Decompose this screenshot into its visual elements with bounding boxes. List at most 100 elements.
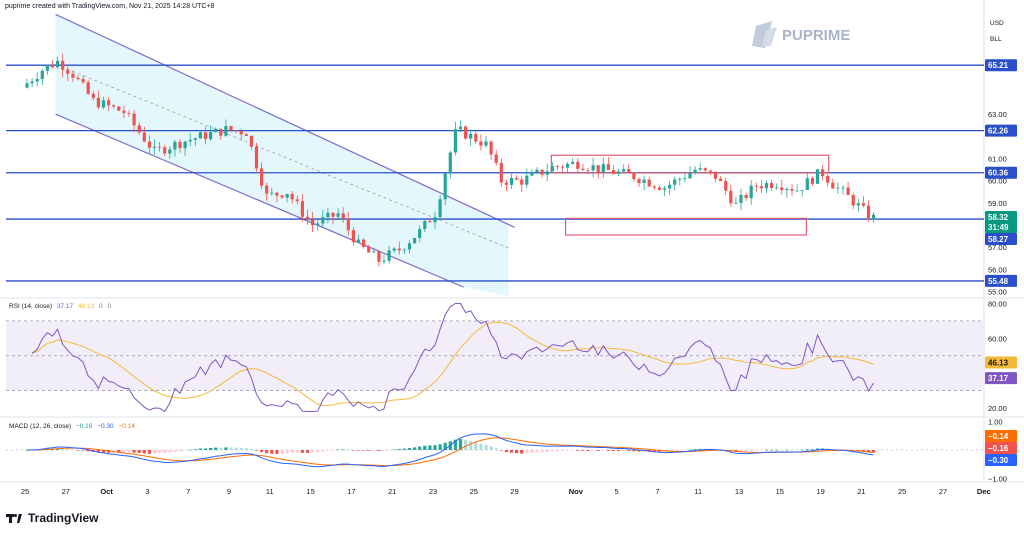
macd-histogram-bar[interactable] [805,449,809,450]
time-axis-tick[interactable]: 9 [227,487,231,496]
candle-body[interactable] [402,249,406,251]
candle-body[interactable] [66,69,70,74]
macd-histogram-bar[interactable] [188,449,192,451]
candle-body[interactable] [214,128,218,133]
macd-histogram-bar[interactable] [790,449,794,451]
macd-histogram-bar[interactable] [530,450,534,453]
price-axis-tick[interactable]: 55.00 [988,288,1007,297]
candle-body[interactable] [433,217,437,223]
macd-histogram-bar[interactable] [101,450,106,453]
macd-histogram-bar[interactable] [86,450,90,452]
candle-body[interactable] [637,179,641,184]
macd-histogram-bar[interactable] [560,450,565,452]
time-axis-tick[interactable]: 25 [470,487,478,496]
candle-body[interactable] [759,186,763,189]
macd-histogram-bar[interactable] [377,450,381,451]
candle-body[interactable] [260,168,264,186]
macd-histogram-bar[interactable] [555,450,559,452]
macd-histogram-bar[interactable] [382,450,386,451]
macd-histogram-bar[interactable] [224,447,228,450]
macd-histogram-bar[interactable] [866,450,871,453]
rsi-axis-tick[interactable]: 80.00 [988,299,1007,308]
macd-histogram-bar[interactable] [290,450,294,454]
candle-body[interactable] [254,146,259,169]
candle-body[interactable] [356,239,361,243]
macd-histogram-bar[interactable] [423,445,427,450]
candle-body[interactable] [815,169,820,184]
candle-body[interactable] [846,187,850,195]
candle-body[interactable] [504,182,508,185]
candle-body[interactable] [35,78,39,82]
candle-body[interactable] [861,203,865,206]
candle-body[interactable] [499,162,503,183]
macd-histogram-bar[interactable] [260,450,264,453]
candle-body[interactable] [708,170,712,172]
candle-body[interactable] [249,135,253,147]
candle-body[interactable] [489,141,493,155]
candle-body[interactable] [458,126,463,130]
macd-axis-tick[interactable]: −1.00 [988,475,1007,484]
candle-body[interactable] [142,132,146,142]
candle-body[interactable] [780,187,784,191]
macd-histogram-bar[interactable] [749,450,753,452]
macd-histogram-bar[interactable] [775,449,779,451]
candle-body[interactable] [127,112,131,114]
macd-histogram-bar[interactable] [326,450,330,451]
candle-body[interactable] [509,178,514,185]
level-price-badge[interactable]: 58.27 [985,232,1017,245]
candle-body[interactable] [566,163,570,168]
macd-histogram-bar[interactable] [71,449,75,451]
macd-histogram-bar[interactable] [193,449,197,450]
macd-histogram-bar[interactable] [132,450,136,453]
candle-body[interactable] [739,194,743,203]
candle-body[interactable] [805,178,809,190]
macd-histogram-bar[interactable] [341,449,345,450]
macd-histogram-bar[interactable] [152,450,157,454]
candle-body[interactable] [107,100,111,106]
candle-body[interactable] [71,73,75,78]
macd-histogram-bar[interactable] [458,439,463,450]
candle-body[interactable] [122,110,126,113]
candle-body[interactable] [484,141,488,146]
macd-histogram-bar[interactable] [545,450,549,453]
candle-body[interactable] [520,179,524,185]
time-axis-tick[interactable]: 21 [388,487,396,496]
candle-body[interactable] [382,260,386,262]
candle-body[interactable] [555,166,559,167]
macd-histogram-bar[interactable] [652,450,656,452]
rsi-value-badge[interactable]: 37.17 [985,372,1017,385]
macd-histogram-bar[interactable] [657,450,661,452]
candle-body[interactable] [438,199,442,218]
candle-body[interactable] [851,194,855,206]
time-axis-tick[interactable]: 27 [62,487,70,496]
time-axis-tick[interactable]: 11 [266,487,274,496]
macd-histogram-bar[interactable] [489,446,493,450]
candle-body[interactable] [560,166,565,168]
macd-histogram-bar[interactable] [606,450,610,451]
candle-body[interactable] [203,132,208,140]
candle-body[interactable] [147,141,151,148]
tradingview-logo[interactable]: TradingView [6,511,98,525]
candle-body[interactable] [40,70,44,79]
macd-histogram-bar[interactable] [163,450,167,454]
candle-body[interactable] [652,186,656,188]
macd-histogram-bar[interactable] [183,450,187,451]
candle-body[interactable] [300,201,304,217]
candle-body[interactable] [617,171,621,174]
rsi-line[interactable] [31,303,875,413]
candle-body[interactable] [158,146,162,148]
macd-histogram-bar[interactable] [469,440,473,450]
candle-body[interactable] [265,185,269,194]
macd-histogram-bar[interactable] [229,447,233,450]
macd-histogram-bar[interactable] [474,442,478,450]
macd-histogram-bar[interactable] [234,447,238,450]
candle-body[interactable] [530,172,534,176]
macd-histogram-bar[interactable] [137,450,141,454]
macd-histogram-bar[interactable] [300,450,304,453]
candle-body[interactable] [836,187,840,189]
candle-body[interactable] [183,141,187,149]
candle-body[interactable] [413,238,417,244]
price-axis-tick[interactable]: 56.00 [988,265,1007,274]
candle-body[interactable] [178,141,182,149]
